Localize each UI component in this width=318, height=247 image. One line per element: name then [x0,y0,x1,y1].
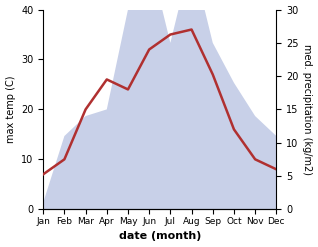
X-axis label: date (month): date (month) [119,231,201,242]
Y-axis label: max temp (C): max temp (C) [5,76,16,143]
Y-axis label: med. precipitation (kg/m2): med. precipitation (kg/m2) [302,44,313,175]
